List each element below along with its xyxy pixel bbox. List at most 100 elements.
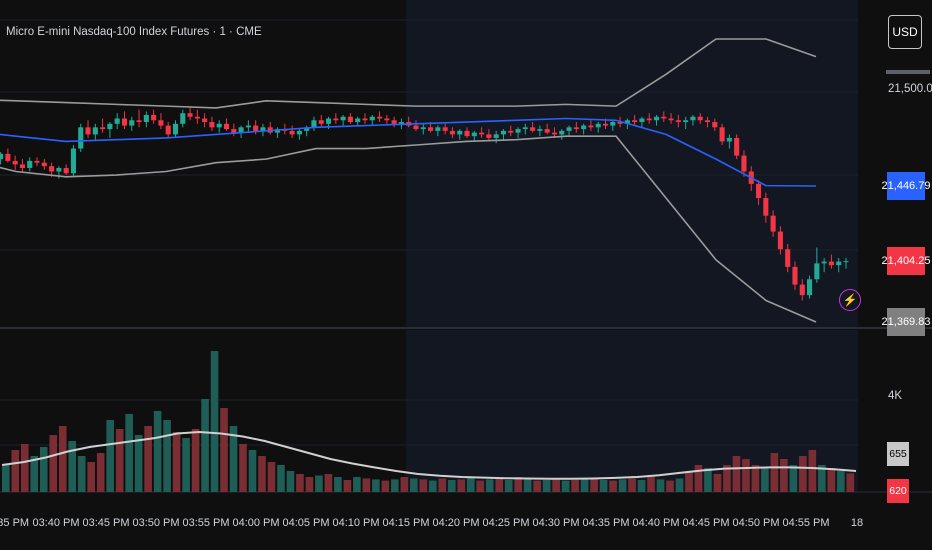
volume-bar (818, 465, 826, 492)
candle (697, 116, 703, 121)
candle (559, 130, 565, 135)
candle (121, 118, 128, 126)
candle (78, 127, 84, 149)
volume-bar (68, 441, 77, 492)
volume-bar (96, 453, 105, 492)
candle (792, 266, 798, 285)
candle (100, 127, 106, 130)
candle (522, 127, 528, 130)
candle (610, 122, 616, 126)
candle (632, 120, 638, 123)
candle (19, 164, 25, 168)
volume-bar (571, 480, 579, 492)
candle (734, 137, 740, 156)
candle (5, 153, 11, 161)
candle (508, 130, 514, 133)
volume-bar (372, 479, 380, 492)
time-tick-label: 03:35 PM (0, 517, 30, 529)
volume-axis-label: 4K (888, 390, 903, 402)
volume-bar (457, 479, 466, 492)
volume-bar (723, 465, 731, 492)
candle (617, 122, 623, 124)
candle (362, 118, 368, 121)
volume-bar (153, 411, 162, 492)
volume-bar (495, 478, 504, 492)
time-tick-label: 03:50 PM (132, 517, 180, 529)
volume-bar (618, 479, 627, 492)
candle (27, 160, 33, 168)
volume-bar (485, 479, 494, 492)
volume-bar (334, 477, 342, 492)
time-tick-label: 04:20 PM (432, 517, 480, 529)
candle (377, 116, 383, 119)
lightning-icon[interactable]: ⚡ (839, 289, 861, 311)
candle (194, 116, 200, 119)
volume-bar (827, 468, 836, 492)
candle (296, 130, 302, 135)
candle (304, 127, 310, 131)
candle (114, 118, 120, 124)
volume-bar (115, 429, 124, 492)
volume-bar (277, 465, 285, 492)
candle (690, 116, 696, 121)
upper-band-line (0, 38, 817, 109)
candle (289, 130, 295, 135)
currency-button[interactable]: USD (888, 15, 922, 49)
candle (493, 134, 499, 138)
candle (355, 118, 361, 123)
candle (712, 122, 718, 128)
volume-bar (837, 471, 845, 492)
price-axis-label: 21,500.00 (888, 83, 932, 95)
volume-bar (694, 465, 703, 492)
candle (719, 127, 725, 142)
candle (624, 120, 630, 124)
volume-bar (362, 478, 371, 492)
candle (143, 114, 149, 123)
candle (668, 118, 674, 121)
volume-bar (267, 462, 276, 492)
candle (785, 249, 791, 267)
lower-band-line (0, 135, 817, 323)
volume-bar (391, 479, 399, 492)
candle (551, 132, 558, 135)
volume-bar (637, 480, 646, 492)
volume-ma-tag: 655 (887, 442, 909, 467)
candle (245, 125, 251, 128)
time-tick-label: 04:35 PM (582, 517, 630, 529)
candle (595, 123, 601, 128)
volume-bar (125, 414, 133, 492)
volume-bar (30, 456, 39, 492)
volume-bar (770, 453, 779, 492)
price-scale-marker (886, 70, 930, 74)
candle (129, 120, 135, 126)
volume-bar (647, 477, 655, 492)
candle (231, 129, 237, 133)
volume-bar (315, 475, 323, 492)
candle (398, 122, 404, 124)
volume-bar (789, 465, 798, 492)
candle (683, 120, 689, 123)
candle (755, 183, 762, 198)
candle (158, 120, 164, 126)
candle (777, 231, 783, 250)
time-tick-label: 18 (850, 517, 864, 529)
volume-bar (144, 426, 152, 492)
volume-bar (296, 474, 304, 492)
volume-bar (780, 459, 788, 492)
volume-bar (504, 480, 513, 492)
candle (770, 215, 776, 232)
candle (202, 118, 208, 123)
candle (537, 129, 543, 131)
candle (566, 127, 572, 131)
volume-bar (39, 447, 48, 492)
time-tick-label: 04:05 PM (282, 517, 330, 529)
volume-bar (514, 477, 522, 492)
time-tick-label: 04:50 PM (732, 517, 780, 529)
volume-bar (732, 456, 741, 492)
volume-bar (742, 459, 750, 492)
volume-bar (248, 450, 257, 492)
volume-bar (542, 480, 551, 492)
volume-bar (106, 420, 114, 492)
volume-bar (324, 474, 333, 492)
